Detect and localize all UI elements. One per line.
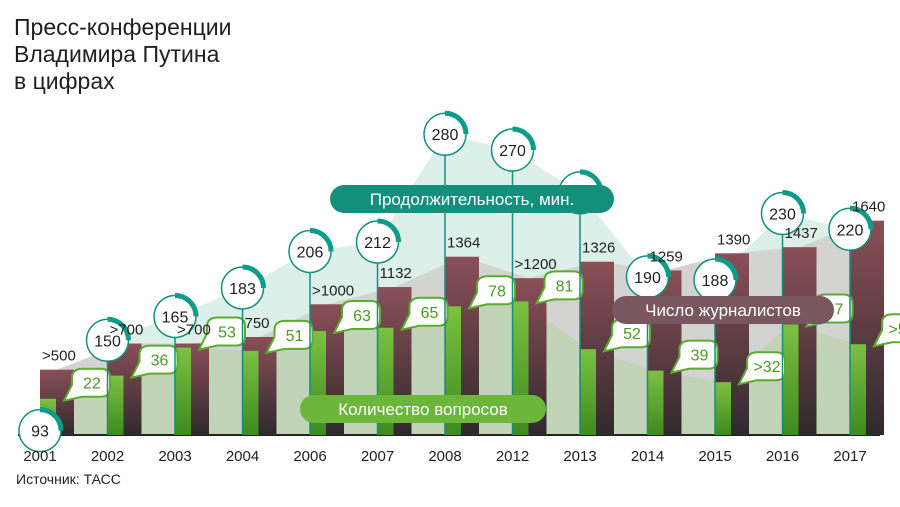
journalists-value-label: >1200 [515, 256, 557, 273]
journalists-value-label: 1390 [717, 231, 750, 248]
x-tick-label: 2013 [563, 448, 596, 465]
duration-marker-accent [377, 218, 401, 243]
questions-value-label: 65 [421, 305, 439, 322]
duration-marker-accent [309, 227, 334, 252]
legend-duration-text: Продолжительность, мин. [370, 190, 575, 209]
journalists-value-label: 1132 [380, 265, 412, 282]
duration-value-label: 183 [229, 281, 256, 298]
legend-questions [300, 395, 546, 423]
questions-bar [175, 347, 191, 435]
duration-marker-accent [444, 110, 469, 135]
questions-bar [850, 344, 866, 435]
x-tick-label: 2003 [158, 448, 191, 465]
legend-questions-text: Количество вопросов [338, 400, 508, 419]
duration-value-label: 206 [297, 244, 324, 261]
x-tick-label: 2002 [91, 448, 124, 465]
questions-bar [715, 382, 731, 435]
duration-marker-accent [107, 316, 131, 341]
journalists-value-label: 1640 [852, 199, 885, 216]
x-tick-label: 2014 [631, 448, 664, 465]
x-tick-label: 2004 [226, 448, 259, 465]
questions-value-label: >32 [753, 359, 780, 376]
duration-marker-accent [242, 264, 266, 289]
journalists-value-label: 1259 [650, 248, 683, 265]
questions-bar [782, 324, 799, 435]
duration-marker-accent [849, 205, 874, 230]
x-tick-label: 2012 [496, 448, 529, 465]
legend-journalists-text: Число журналистов [645, 301, 801, 320]
duration-value-label: 230 [769, 206, 796, 223]
duration-value-label: 212 [364, 235, 391, 252]
questions-bar [242, 350, 259, 435]
duration-value-label: 93 [31, 424, 49, 441]
questions-bar [107, 375, 124, 435]
questions-bubble [872, 313, 900, 348]
legend-journalists [612, 296, 834, 324]
duration-marker-accent [782, 189, 806, 214]
duration-value-label: 188 [702, 273, 729, 290]
questions-value-label: >55 [888, 321, 900, 338]
page-title: Пресс-конференции Владимира Путина в циф… [14, 14, 231, 95]
x-tick-label: 2007 [361, 448, 394, 465]
x-tick-label: 2001 [23, 448, 56, 465]
questions-value-label: 63 [353, 308, 371, 325]
questions-value-label: 39 [691, 348, 709, 365]
questions-value-label: 78 [488, 283, 506, 300]
duration-marker-accent [39, 407, 64, 431]
journalists-value-label: 1364 [447, 235, 480, 252]
journalists-value-label: >700 [110, 322, 144, 339]
questions-value-label: 22 [83, 376, 101, 393]
questions-value-label: 52 [623, 326, 641, 343]
x-tick-label: 2008 [428, 448, 461, 465]
duration-marker-accent [714, 256, 739, 281]
title-line: Пресс-конференции [14, 14, 232, 40]
questions-value-label: 36 [151, 353, 169, 370]
journalists-value-label: >500 [42, 348, 76, 365]
x-tick-label: 2006 [293, 448, 326, 465]
duration-value-label: 280 [432, 127, 459, 144]
duration-value-label: 165 [162, 309, 189, 326]
questions-value-label: 81 [556, 278, 574, 295]
journalists-value-label: 1326 [582, 240, 615, 257]
legend-duration [330, 185, 614, 213]
questions-bar [647, 370, 664, 435]
journalists-value-label: >700 [177, 322, 211, 339]
questions-value-label: 53 [218, 325, 236, 342]
duration-marker-accent [512, 126, 536, 151]
title-line: Владимира Путина [14, 41, 220, 67]
duration-value-label: 270 [499, 143, 526, 160]
x-tick-label: 2017 [833, 448, 866, 465]
x-tick-label: 2015 [698, 448, 731, 465]
questions-bar [580, 349, 596, 435]
x-tick-label: 2016 [766, 448, 799, 465]
duration-marker-accent [174, 292, 199, 317]
duration-value-label: 150 [94, 333, 121, 350]
title-line: в цифрах [14, 68, 115, 94]
questions-value-label: 51 [286, 328, 304, 345]
duration-marker-accent [647, 253, 671, 278]
duration-value-label: 190 [634, 270, 661, 287]
duration-value-label: 220 [837, 222, 864, 239]
journalists-value-label: 1437 [785, 225, 818, 242]
source-note: Источник: ТАСС [16, 471, 121, 487]
journalists-value-label: >1000 [312, 282, 354, 299]
journalists-value-label: 750 [245, 315, 270, 332]
